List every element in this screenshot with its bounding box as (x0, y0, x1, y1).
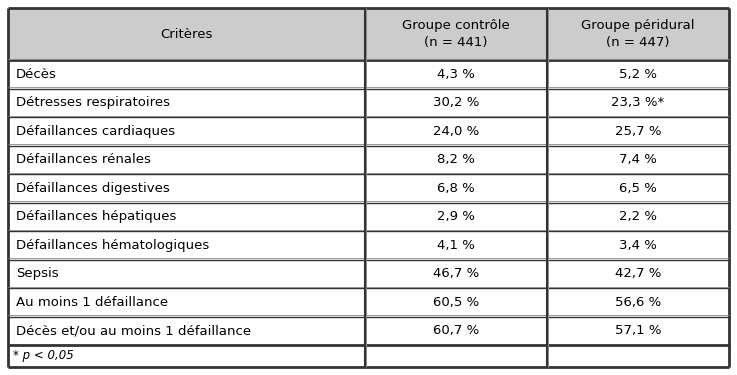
Text: 42,7 %: 42,7 % (615, 267, 661, 280)
Text: Au moins 1 défaillance: Au moins 1 défaillance (16, 296, 168, 309)
Text: Groupe contrôle
(n = 441): Groupe contrôle (n = 441) (402, 19, 509, 49)
Text: 25,7 %: 25,7 % (615, 125, 661, 138)
Text: 60,5 %: 60,5 % (433, 296, 479, 309)
Text: Défaillances digestives: Défaillances digestives (16, 182, 170, 195)
Bar (8, 60, 729, 345)
Text: Détresses respiratoires: Détresses respiratoires (16, 96, 170, 109)
Text: 6,8 %: 6,8 % (437, 182, 475, 195)
Text: * p < 0,05: * p < 0,05 (13, 350, 74, 363)
Text: 60,7 %: 60,7 % (433, 324, 479, 337)
Text: 7,4 %: 7,4 % (619, 153, 657, 166)
Text: 4,1 %: 4,1 % (437, 239, 475, 252)
Text: Défaillances cardiaques: Défaillances cardiaques (16, 125, 175, 138)
Text: 8,2 %: 8,2 % (437, 153, 475, 166)
Text: Décès: Décès (16, 68, 57, 81)
Text: 46,7 %: 46,7 % (433, 267, 479, 280)
Bar (8, 345, 729, 367)
Text: Critères: Critères (160, 27, 213, 40)
Text: 57,1 %: 57,1 % (615, 324, 661, 337)
Text: 23,3 %*: 23,3 %* (611, 96, 665, 109)
Text: 30,2 %: 30,2 % (433, 96, 479, 109)
Text: Défaillances hématologiques: Défaillances hématologiques (16, 239, 209, 252)
Text: Décès et/ou au moins 1 défaillance: Décès et/ou au moins 1 défaillance (16, 324, 251, 337)
Text: Défaillances hépatiques: Défaillances hépatiques (16, 210, 176, 223)
Text: Groupe péridural
(n = 447): Groupe péridural (n = 447) (581, 19, 694, 49)
Text: 24,0 %: 24,0 % (433, 125, 479, 138)
Text: 2,2 %: 2,2 % (619, 210, 657, 223)
Text: Défaillances rénales: Défaillances rénales (16, 153, 151, 166)
Text: 4,3 %: 4,3 % (437, 68, 475, 81)
Text: 6,5 %: 6,5 % (619, 182, 657, 195)
Text: 5,2 %: 5,2 % (619, 68, 657, 81)
Text: Sepsis: Sepsis (16, 267, 59, 280)
Text: 56,6 %: 56,6 % (615, 296, 661, 309)
Text: 3,4 %: 3,4 % (619, 239, 657, 252)
Bar (8, 8, 729, 60)
Text: 2,9 %: 2,9 % (437, 210, 475, 223)
